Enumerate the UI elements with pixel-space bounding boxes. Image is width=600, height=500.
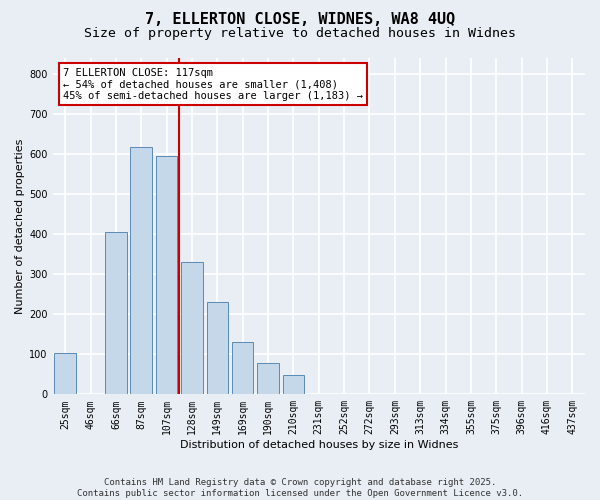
Text: Size of property relative to detached houses in Widnes: Size of property relative to detached ho… xyxy=(84,28,516,40)
Y-axis label: Number of detached properties: Number of detached properties xyxy=(15,138,25,314)
Text: 7, ELLERTON CLOSE, WIDNES, WA8 4UQ: 7, ELLERTON CLOSE, WIDNES, WA8 4UQ xyxy=(145,12,455,28)
Text: 7 ELLERTON CLOSE: 117sqm
← 54% of detached houses are smaller (1,408)
45% of sem: 7 ELLERTON CLOSE: 117sqm ← 54% of detach… xyxy=(63,68,363,101)
Text: Contains HM Land Registry data © Crown copyright and database right 2025.
Contai: Contains HM Land Registry data © Crown c… xyxy=(77,478,523,498)
X-axis label: Distribution of detached houses by size in Widnes: Distribution of detached houses by size … xyxy=(179,440,458,450)
Bar xyxy=(181,262,203,394)
Bar xyxy=(105,232,127,394)
Bar xyxy=(283,375,304,394)
Bar xyxy=(232,342,253,394)
Bar xyxy=(156,156,178,394)
Bar xyxy=(130,147,152,394)
Bar xyxy=(257,363,279,394)
Bar xyxy=(206,302,228,394)
Bar xyxy=(55,352,76,395)
